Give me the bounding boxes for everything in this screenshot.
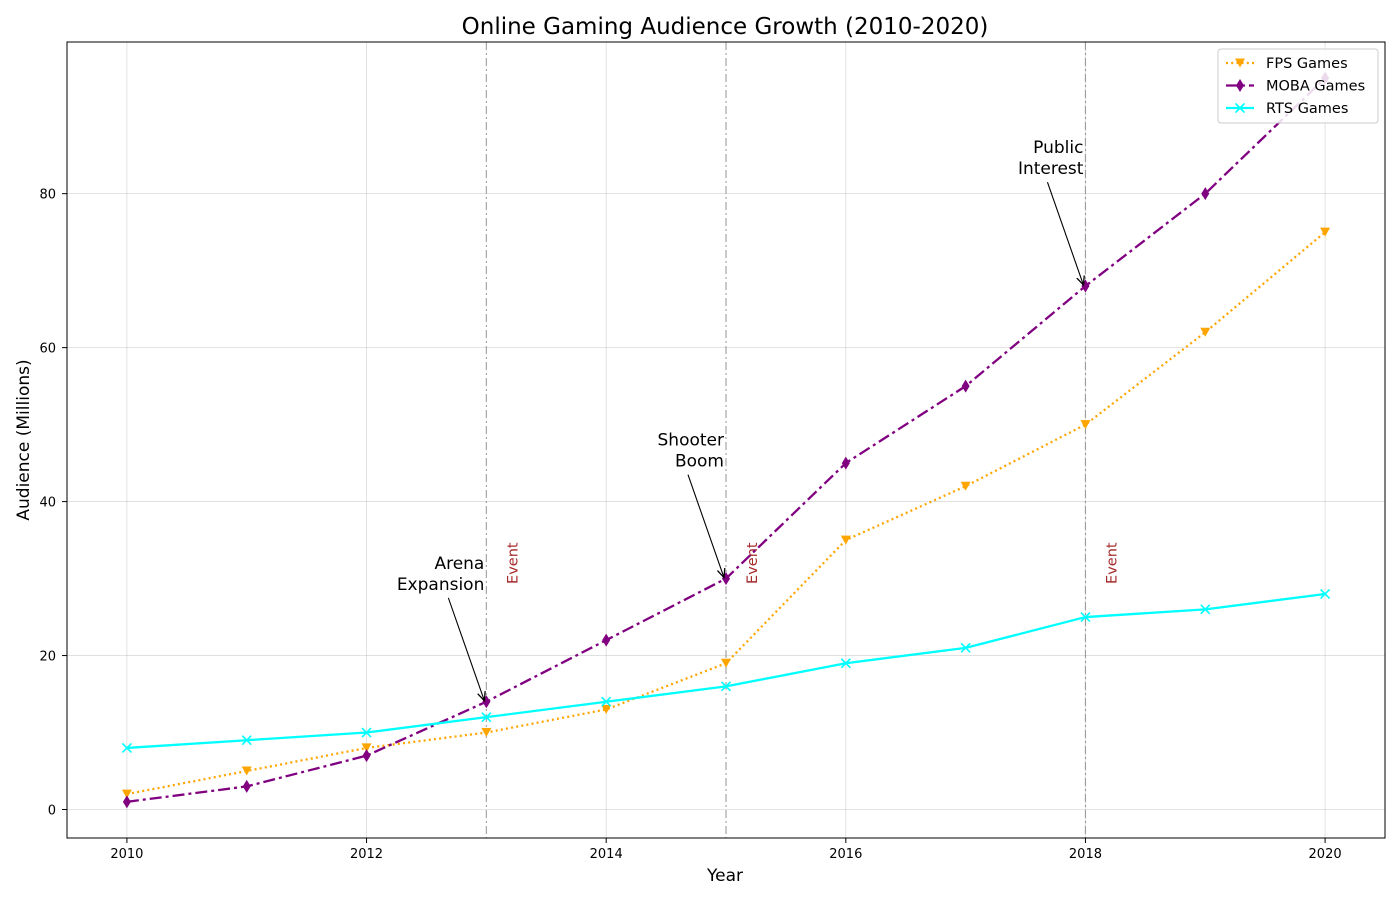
data-point [1080,420,1091,430]
data-point [602,633,611,647]
series-rts-games [121,588,1331,753]
series-fps-games [121,227,1331,799]
data-point [1236,79,1244,92]
data-point [960,481,971,491]
data-point [1200,604,1211,615]
y-tick-label: 60 [39,342,56,357]
y-tick-label: 80 [39,188,56,203]
annotation-arrow [447,597,484,701]
annotation-line: Expansion [397,575,485,595]
annotation-line: Interest [1018,159,1084,179]
annotation-line: Boom [675,452,724,472]
annotation-line: Public [1033,138,1083,158]
data-point [242,779,251,793]
data-point [1320,227,1331,237]
legend-entry: MOBA Games [1266,79,1365,95]
legend-entry: FPS Games [1266,56,1348,72]
data-point [601,704,612,714]
event-label: Event [745,542,761,584]
y-tick-label: 0 [48,804,56,819]
data-point [1080,611,1091,623]
data-point [1235,58,1245,68]
data-point [1320,588,1331,600]
data-point [721,658,731,668]
annotation-arrow [687,474,724,578]
annotation-text: Public Interest [1018,138,1084,179]
data-point [121,789,132,799]
data-point [241,735,252,746]
data-point [361,743,372,753]
data-point [841,456,850,470]
annotation-line: Shooter [658,431,724,451]
data-point [1200,327,1211,337]
data-point [1201,187,1210,201]
data-point [601,696,612,707]
series-moba-games [122,71,1330,809]
event-label: Event [1104,542,1120,584]
data-point [720,681,732,692]
data-point [121,742,132,753]
data-point [960,642,971,653]
y-axis-label: Audience (Millions) [14,359,34,520]
x-axis-label: Year [706,866,743,886]
data-point [961,379,970,393]
data-point [840,535,851,545]
x-tick-label: 2018 [1069,847,1102,862]
x-tick-label: 2014 [590,847,623,862]
annotation-text: Shooter Boom [658,431,724,472]
x-tick-label: 2020 [1309,847,1342,862]
event-label: Event [505,542,521,584]
data-point [840,658,851,669]
x-tick-label: 2016 [829,847,862,862]
data-point [1234,102,1246,114]
chart-title: Online Gaming Audience Growth (2010-2020… [462,14,989,40]
data-point [241,766,252,776]
data-point [362,749,371,763]
annotation-text: Arena Expansion [397,554,485,595]
series-lines [121,71,1331,809]
annotation-line: Arena [434,554,484,574]
data-point [122,795,131,809]
annotation-arrow [1046,181,1083,285]
axis-ticks: 2010 2012 2014 2016 2018 2020 0 20 40 60 80 [39,188,1341,862]
legend-entry: RTS Games [1266,101,1348,117]
annotations: Arena Expansion Shooter Boom Public Interest [397,138,1084,701]
data-point [481,728,492,738]
y-tick-label: 40 [39,496,56,511]
x-tick-label: 2012 [350,847,383,862]
y-tick-label: 20 [39,650,56,665]
data-point [361,727,372,738]
data-point [481,712,492,723]
plot-frame [66,41,1386,839]
legend: FPS Games MOBA Games RTS Games [1217,48,1379,124]
x-tick-label: 2010 [110,847,143,862]
legend-box [1217,48,1379,124]
